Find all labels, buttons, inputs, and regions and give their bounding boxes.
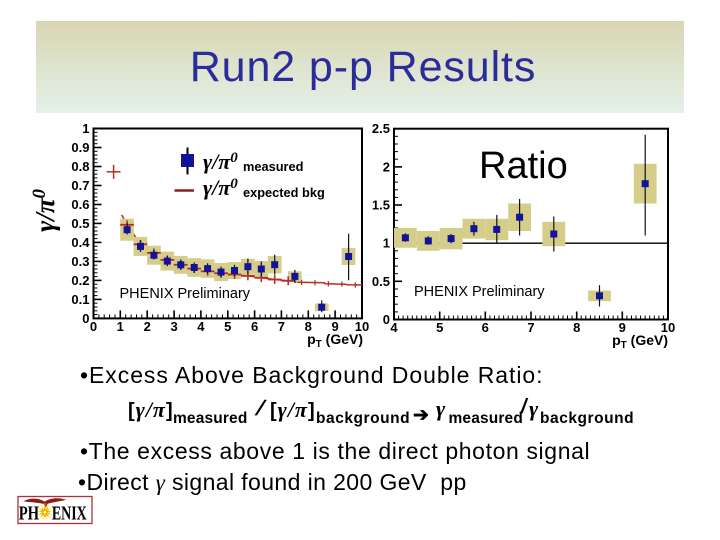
svg-text:0: 0 xyxy=(82,311,89,326)
svg-text:10: 10 xyxy=(355,319,369,334)
svg-text:5: 5 xyxy=(436,320,443,335)
svg-text:Ratio: Ratio xyxy=(479,145,568,187)
svg-text:0.5: 0.5 xyxy=(372,274,390,289)
svg-text:7: 7 xyxy=(527,320,534,335)
svg-text:0.2: 0.2 xyxy=(71,273,89,288)
svg-text:8: 8 xyxy=(305,319,312,334)
svg-text:0.4: 0.4 xyxy=(71,235,90,250)
svg-text:0: 0 xyxy=(90,319,97,334)
svg-text:γ/π0: γ/π0 xyxy=(29,189,60,232)
svg-text:ENIX: ENIX xyxy=(52,503,87,525)
svg-text:2.5: 2.5 xyxy=(372,121,390,136)
svg-text:1.5: 1.5 xyxy=(372,198,390,213)
svg-text:0.5: 0.5 xyxy=(71,216,89,231)
svg-text:pT (GeV): pT (GeV) xyxy=(612,332,668,351)
svg-text:0.6: 0.6 xyxy=(71,197,89,212)
svg-text:1: 1 xyxy=(117,319,124,334)
svg-text:expected bkg: expected bkg xyxy=(243,185,325,200)
svg-text:pT (GeV): pT (GeV) xyxy=(307,331,363,350)
svg-text:0.8: 0.8 xyxy=(71,159,89,174)
svg-text:10: 10 xyxy=(661,320,675,335)
svg-text:5: 5 xyxy=(224,319,231,334)
svg-text:9: 9 xyxy=(619,320,626,335)
svg-text:7: 7 xyxy=(278,319,285,334)
svg-text:0.3: 0.3 xyxy=(71,254,89,269)
svg-text:4: 4 xyxy=(197,319,205,334)
svg-text:2: 2 xyxy=(383,159,390,174)
svg-text:measured: measured xyxy=(243,159,303,174)
svg-text:PH: PH xyxy=(19,503,40,525)
svg-text:PHENIX Preliminary: PHENIX Preliminary xyxy=(120,286,251,302)
svg-text:4: 4 xyxy=(390,320,398,335)
svg-text:1: 1 xyxy=(82,121,89,136)
svg-text:1: 1 xyxy=(383,236,390,251)
svg-text:8: 8 xyxy=(573,320,580,335)
svg-text:9: 9 xyxy=(331,319,338,334)
svg-text:0.1: 0.1 xyxy=(71,292,89,307)
svg-text:0.9: 0.9 xyxy=(71,140,89,155)
svg-text:PHENIX Preliminary: PHENIX Preliminary xyxy=(414,284,545,300)
svg-text:0: 0 xyxy=(383,312,390,327)
svg-text:2: 2 xyxy=(144,319,151,334)
svg-text:6: 6 xyxy=(251,319,258,334)
svg-text:3: 3 xyxy=(170,319,177,334)
svg-text:6: 6 xyxy=(482,320,489,335)
svg-text:0.7: 0.7 xyxy=(71,178,89,193)
